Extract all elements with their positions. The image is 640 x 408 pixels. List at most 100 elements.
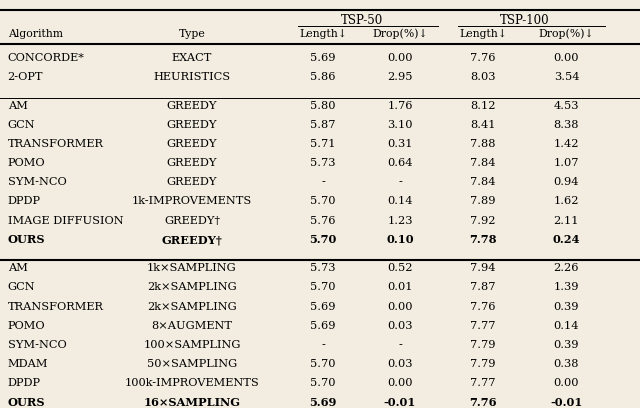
- Text: 7.88: 7.88: [470, 139, 496, 149]
- Text: 2-OPT: 2-OPT: [8, 72, 43, 82]
- Text: 2.11: 2.11: [554, 216, 579, 226]
- Text: 7.87: 7.87: [470, 282, 496, 293]
- Text: 100k-IMPROVEMENTS: 100k-IMPROVEMENTS: [125, 378, 259, 388]
- Text: GREEDY: GREEDY: [167, 139, 217, 149]
- Text: 1.07: 1.07: [554, 158, 579, 168]
- Text: 1.76: 1.76: [387, 101, 413, 111]
- Text: TSP-100: TSP-100: [500, 14, 550, 27]
- Text: OURS: OURS: [8, 397, 45, 408]
- Text: 0.10: 0.10: [386, 234, 414, 245]
- Text: 5.69: 5.69: [310, 302, 336, 312]
- Text: 5.71: 5.71: [310, 139, 336, 149]
- Text: GREEDY: GREEDY: [167, 177, 217, 187]
- Text: 4.53: 4.53: [554, 101, 579, 111]
- Text: 50×SAMPLING: 50×SAMPLING: [147, 359, 237, 369]
- Text: -0.01: -0.01: [384, 397, 416, 408]
- Text: 5.69: 5.69: [310, 53, 336, 63]
- Text: 0.03: 0.03: [387, 321, 413, 331]
- Text: 5.69: 5.69: [310, 397, 337, 408]
- Text: MDAM: MDAM: [8, 359, 48, 369]
- Text: 0.31: 0.31: [387, 139, 413, 149]
- Text: AM: AM: [8, 101, 28, 111]
- Text: 5.86: 5.86: [310, 72, 336, 82]
- Text: 7.76: 7.76: [470, 53, 496, 63]
- Text: 5.70: 5.70: [310, 282, 336, 293]
- Text: DPDP: DPDP: [8, 378, 41, 388]
- Text: SYM-NCO: SYM-NCO: [8, 340, 67, 350]
- Text: IMAGE DIFFUSION: IMAGE DIFFUSION: [8, 216, 124, 226]
- Text: -: -: [321, 177, 325, 187]
- Text: 0.00: 0.00: [554, 378, 579, 388]
- Text: -: -: [321, 340, 325, 350]
- Text: 2k×SAMPLING: 2k×SAMPLING: [147, 302, 237, 312]
- Text: 7.89: 7.89: [470, 197, 496, 206]
- Text: 1.42: 1.42: [554, 139, 579, 149]
- Text: HEURISTICS: HEURISTICS: [154, 72, 230, 82]
- Text: GREEDY: GREEDY: [167, 158, 217, 168]
- Text: DPDP: DPDP: [8, 197, 41, 206]
- Text: 0.00: 0.00: [387, 53, 413, 63]
- Text: 8×AUGMENT: 8×AUGMENT: [152, 321, 232, 331]
- Text: 5.80: 5.80: [310, 101, 336, 111]
- Text: AM: AM: [8, 263, 28, 273]
- Text: GREEDY†: GREEDY†: [164, 216, 220, 226]
- Text: TSP-50: TSP-50: [340, 14, 383, 27]
- Text: Length↓: Length↓: [460, 29, 507, 39]
- Text: 5.70: 5.70: [310, 378, 336, 388]
- Text: 3.10: 3.10: [387, 120, 413, 130]
- Text: SYM-NCO: SYM-NCO: [8, 177, 67, 187]
- Text: POMO: POMO: [8, 158, 45, 168]
- Text: GREEDY: GREEDY: [167, 120, 217, 130]
- Text: 0.00: 0.00: [387, 378, 413, 388]
- Text: 16×SAMPLING: 16×SAMPLING: [143, 397, 241, 408]
- Text: 5.69: 5.69: [310, 321, 336, 331]
- Text: 5.70: 5.70: [310, 359, 336, 369]
- Text: 5.87: 5.87: [310, 120, 336, 130]
- Text: 1k×SAMPLING: 1k×SAMPLING: [147, 263, 237, 273]
- Text: TRANSFORMER: TRANSFORMER: [8, 139, 104, 149]
- Text: 7.78: 7.78: [470, 234, 497, 245]
- Text: 7.77: 7.77: [470, 321, 496, 331]
- Text: 5.73: 5.73: [310, 158, 336, 168]
- Text: GREEDY†: GREEDY†: [161, 234, 223, 245]
- Text: -: -: [398, 177, 402, 187]
- Text: POMO: POMO: [8, 321, 45, 331]
- Text: 0.94: 0.94: [554, 177, 579, 187]
- Text: 7.84: 7.84: [470, 158, 496, 168]
- Text: 7.76: 7.76: [470, 302, 496, 312]
- Text: 5.70: 5.70: [310, 197, 336, 206]
- Text: GREEDY: GREEDY: [167, 101, 217, 111]
- Text: 8.38: 8.38: [554, 120, 579, 130]
- Text: Drop(%)↓: Drop(%)↓: [539, 29, 594, 39]
- Text: OURS: OURS: [8, 234, 45, 245]
- Text: 5.70: 5.70: [310, 234, 337, 245]
- Text: EXACT: EXACT: [172, 53, 212, 63]
- Text: -: -: [398, 340, 402, 350]
- Text: 2k×SAMPLING: 2k×SAMPLING: [147, 282, 237, 293]
- Text: GCN: GCN: [8, 282, 35, 293]
- Text: TRANSFORMER: TRANSFORMER: [8, 302, 104, 312]
- Text: 1k-IMPROVEMENTS: 1k-IMPROVEMENTS: [132, 197, 252, 206]
- Text: Type: Type: [179, 29, 205, 39]
- Text: Drop(%)↓: Drop(%)↓: [372, 29, 428, 39]
- Text: 0.39: 0.39: [554, 302, 579, 312]
- Text: 1.62: 1.62: [554, 197, 579, 206]
- Text: GCN: GCN: [8, 120, 35, 130]
- Text: 0.52: 0.52: [387, 263, 413, 273]
- Text: 8.12: 8.12: [470, 101, 496, 111]
- Text: 1.39: 1.39: [554, 282, 579, 293]
- Text: 7.94: 7.94: [470, 263, 496, 273]
- Text: CONCORDE*: CONCORDE*: [8, 53, 84, 63]
- Text: 0.00: 0.00: [387, 302, 413, 312]
- Text: 7.92: 7.92: [470, 216, 496, 226]
- Text: 0.24: 0.24: [553, 234, 580, 245]
- Text: 0.14: 0.14: [554, 321, 579, 331]
- Text: 0.01: 0.01: [387, 282, 413, 293]
- Text: 7.79: 7.79: [470, 359, 496, 369]
- Text: 0.38: 0.38: [554, 359, 579, 369]
- Text: 3.54: 3.54: [554, 72, 579, 82]
- Text: 1.23: 1.23: [387, 216, 413, 226]
- Text: 2.26: 2.26: [554, 263, 579, 273]
- Text: 0.64: 0.64: [387, 158, 413, 168]
- Text: 7.79: 7.79: [470, 340, 496, 350]
